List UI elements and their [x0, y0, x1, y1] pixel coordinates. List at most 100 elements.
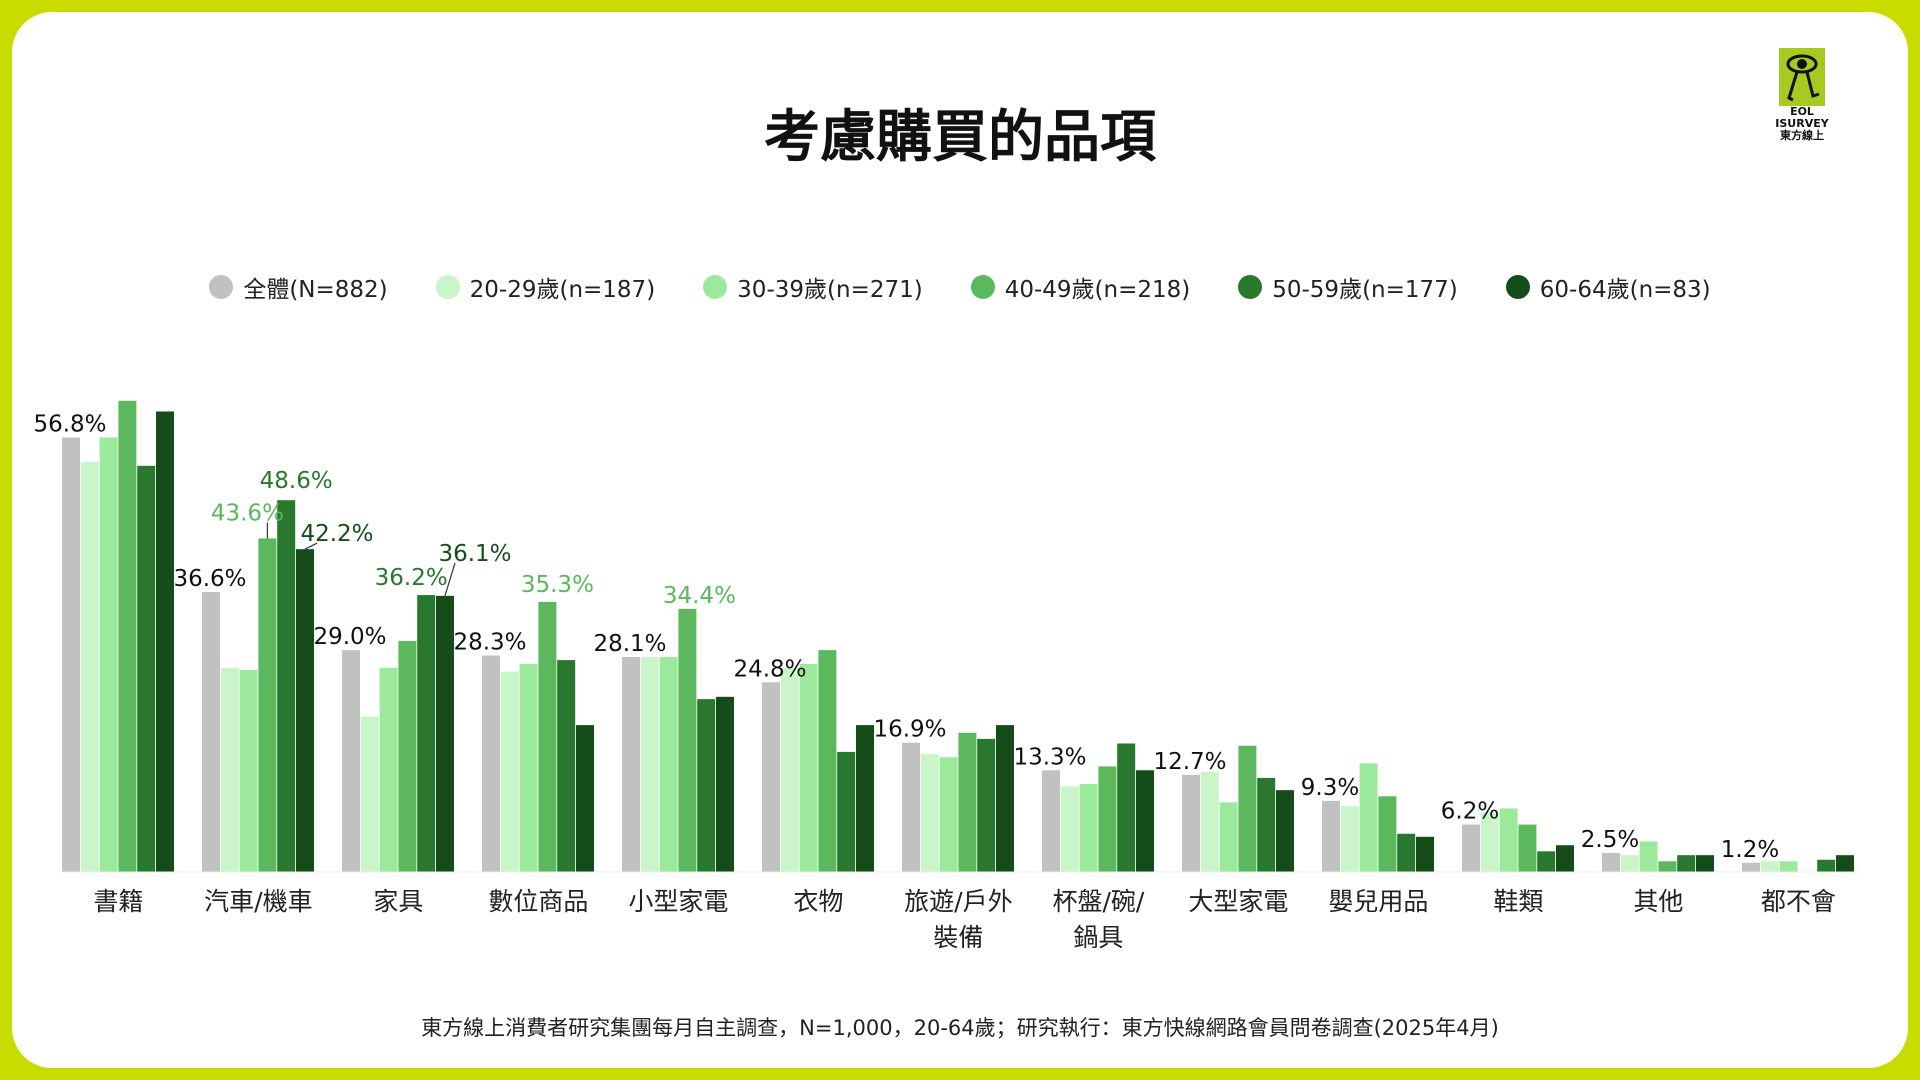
- leader-line: [304, 542, 318, 550]
- bar: [1742, 862, 1760, 872]
- bar: [1182, 774, 1200, 872]
- category-label: 大型家電: [1188, 887, 1288, 916]
- bar: [557, 660, 576, 872]
- legend-label: 30-39歲(n=271): [737, 277, 923, 303]
- bar: [902, 742, 920, 872]
- eye-figure-icon: [1779, 48, 1825, 106]
- bar: [1136, 770, 1154, 872]
- bar: [62, 437, 80, 872]
- bar: [1416, 836, 1434, 872]
- bar: [1098, 766, 1117, 872]
- annotation-label: 48.6%: [260, 468, 333, 494]
- bar: [417, 595, 436, 872]
- legend-swatch: [209, 275, 234, 299]
- bar: [1238, 745, 1257, 872]
- bar: [137, 465, 156, 872]
- bar: [622, 657, 640, 872]
- data-label: 24.8%: [733, 656, 806, 682]
- bar: [1779, 861, 1798, 872]
- legend-label: 20-29歲(n=187): [469, 277, 656, 303]
- bar: [920, 754, 939, 872]
- data-label: 13.3%: [1013, 744, 1086, 770]
- bar: [1760, 861, 1779, 872]
- bar: [1219, 802, 1238, 872]
- data-label: 1.2%: [1721, 837, 1779, 863]
- bar: [977, 738, 996, 872]
- bar: [1340, 806, 1359, 872]
- bar: [1359, 763, 1378, 872]
- bar: [156, 411, 174, 872]
- legend: 全體(N=882) 20-29歲(n=187) 30-39歲(n=271) 40-49…: [0, 270, 1920, 304]
- annotation-label: 36.2%: [375, 565, 448, 591]
- category-label: 鞋類: [1493, 887, 1543, 916]
- legend-swatch: [1238, 275, 1263, 299]
- bar: [716, 696, 734, 872]
- leader-line: [444, 562, 456, 597]
- bar: [818, 650, 837, 872]
- bar: [360, 716, 379, 872]
- bar: [1060, 786, 1079, 872]
- category-label: 衣物: [793, 887, 843, 916]
- bar: [780, 667, 799, 872]
- legend-item: 40-49歲(n=218): [970, 270, 1190, 304]
- bar: [1537, 851, 1556, 872]
- category-label: 其他: [1633, 887, 1683, 916]
- bar: [1322, 800, 1340, 872]
- bar: [697, 699, 716, 872]
- legend-item: 30-39歲(n=271): [703, 270, 923, 304]
- logo-text-eol: EOL: [1790, 105, 1814, 118]
- bar: [1200, 771, 1219, 872]
- category-label: 嬰兒用品: [1328, 887, 1428, 916]
- legend-item: 60-64歲(n=83): [1505, 270, 1711, 304]
- bar: [202, 592, 220, 872]
- bar: [958, 732, 977, 872]
- bar: [856, 725, 874, 872]
- source-footnote: 東方線上消費者研究集團每月自主調查，N=1,000，20-64歲；研究執行：東方…: [421, 1016, 1499, 1040]
- legend-swatch: [435, 275, 460, 299]
- bar: [799, 663, 818, 872]
- bar: [296, 549, 314, 872]
- annotation-label: 36.1%: [438, 541, 511, 567]
- bar: [1602, 852, 1620, 872]
- bar: [1677, 855, 1696, 872]
- annotation-label: 42.2%: [300, 521, 373, 547]
- bar: [379, 667, 398, 872]
- chart-card: [12, 12, 1908, 1068]
- bar: [1696, 855, 1714, 872]
- bar: [239, 670, 258, 872]
- bar: [80, 461, 99, 872]
- bar: [678, 608, 697, 872]
- category-label: 都不會: [1761, 887, 1836, 916]
- annotation-label: 35.3%: [521, 572, 594, 598]
- bar: [659, 657, 678, 872]
- category-label: 書籍: [93, 887, 143, 916]
- chart-title: 考慮購買的品項: [764, 105, 1156, 170]
- data-label: 9.3%: [1301, 775, 1359, 801]
- bar: [1518, 824, 1537, 872]
- bar: [1658, 861, 1677, 872]
- category-label: 家具: [373, 887, 423, 916]
- bar: [1378, 796, 1397, 872]
- legend-swatch: [970, 275, 995, 299]
- bar: [1117, 743, 1136, 872]
- bar: [1042, 770, 1060, 872]
- bar: [277, 500, 296, 872]
- legend-label: 60-64歲(n=83): [1539, 277, 1711, 303]
- bar: [436, 595, 454, 872]
- data-label: 56.8%: [33, 411, 106, 437]
- legend-item: 全體(N=882): [209, 270, 388, 304]
- legend-swatch: [1505, 275, 1530, 299]
- bar: [1620, 855, 1639, 872]
- bar: [220, 667, 239, 872]
- bar: [1397, 833, 1416, 872]
- data-label: 6.2%: [1441, 799, 1499, 825]
- bar: [1556, 845, 1574, 872]
- bar: [538, 601, 557, 872]
- bar: [1499, 808, 1518, 872]
- bar: [1836, 855, 1854, 872]
- data-label: 16.9%: [873, 717, 946, 743]
- data-label: 29.0%: [313, 624, 386, 650]
- bar: [939, 757, 958, 872]
- annotation-label: 43.6%: [211, 500, 284, 526]
